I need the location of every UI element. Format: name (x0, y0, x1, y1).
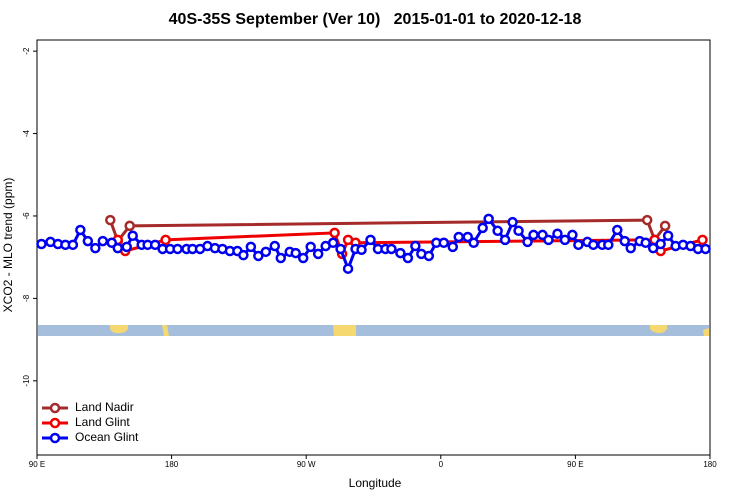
x-axis-label: Longitude (349, 476, 402, 490)
point (697, 234, 708, 246)
point (238, 249, 249, 261)
point (329, 227, 340, 239)
point (662, 230, 674, 242)
x-tick-label: 180 (703, 460, 717, 469)
point (522, 236, 533, 248)
point (127, 230, 138, 242)
y-tick-label: -10 (22, 374, 31, 386)
point (290, 247, 301, 259)
point (552, 228, 563, 239)
map-strip (38, 325, 709, 336)
point (700, 243, 711, 255)
point (423, 250, 435, 262)
point (275, 252, 287, 264)
point (112, 242, 124, 254)
point (612, 224, 623, 236)
x-tick-label: 90 E (29, 460, 45, 469)
point (75, 224, 86, 236)
legend-label: Land Glint (75, 415, 130, 429)
point (253, 250, 264, 262)
x-tick-label: 180 (165, 460, 179, 469)
point (559, 234, 571, 246)
point (640, 237, 651, 249)
point (659, 220, 671, 232)
point (492, 225, 503, 237)
point (160, 234, 171, 246)
point (124, 220, 135, 232)
y-tick-label: -6 (22, 212, 31, 220)
point (462, 231, 473, 243)
point (269, 240, 281, 252)
point (105, 214, 116, 226)
point (395, 247, 406, 259)
x-tick-label: 90 E (567, 460, 583, 469)
y-tick-label: -8 (22, 294, 31, 302)
point (655, 238, 666, 250)
point (528, 229, 539, 241)
point (438, 237, 450, 249)
point (588, 239, 599, 251)
point (477, 222, 488, 234)
point (447, 241, 459, 253)
legend-marker (49, 417, 61, 429)
point (149, 239, 161, 251)
point (513, 225, 524, 237)
point (507, 216, 518, 228)
x-tick-label: 0 (439, 460, 444, 469)
point (543, 234, 554, 246)
point (386, 243, 397, 255)
point (121, 241, 132, 253)
y-tick-label: -4 (22, 129, 31, 137)
point (603, 239, 614, 251)
point (82, 235, 94, 247)
point (297, 252, 309, 264)
point (647, 242, 659, 254)
point (402, 252, 414, 264)
point (172, 243, 183, 255)
point (641, 214, 653, 226)
point (335, 243, 346, 255)
chart-title: 40S-35S September (Ver 10) 2015-01-01 to… (169, 11, 582, 28)
legend-marker (49, 432, 61, 444)
point (365, 234, 376, 246)
point (67, 239, 79, 251)
point (260, 246, 272, 258)
point (567, 229, 578, 241)
legend-label: Ocean Glint (75, 430, 139, 444)
point (245, 241, 257, 253)
point (619, 235, 631, 247)
y-axis-label: XCO2 - MLO trend (ppm) (1, 178, 15, 313)
point (90, 242, 101, 254)
point (453, 231, 464, 243)
point (468, 237, 479, 249)
legend-marker (49, 402, 61, 414)
legend-label: Land Nadir (75, 400, 134, 414)
point (327, 237, 339, 249)
point (573, 239, 584, 251)
point (97, 235, 109, 247)
point (499, 234, 511, 246)
point (410, 240, 421, 252)
y-tick-label: -2 (22, 47, 31, 55)
point (625, 242, 636, 254)
x-tick-label: 90 W (297, 460, 316, 469)
point (356, 244, 367, 256)
point (36, 238, 47, 250)
point (483, 213, 494, 225)
point (342, 263, 354, 274)
point (312, 248, 324, 260)
point (305, 241, 316, 253)
